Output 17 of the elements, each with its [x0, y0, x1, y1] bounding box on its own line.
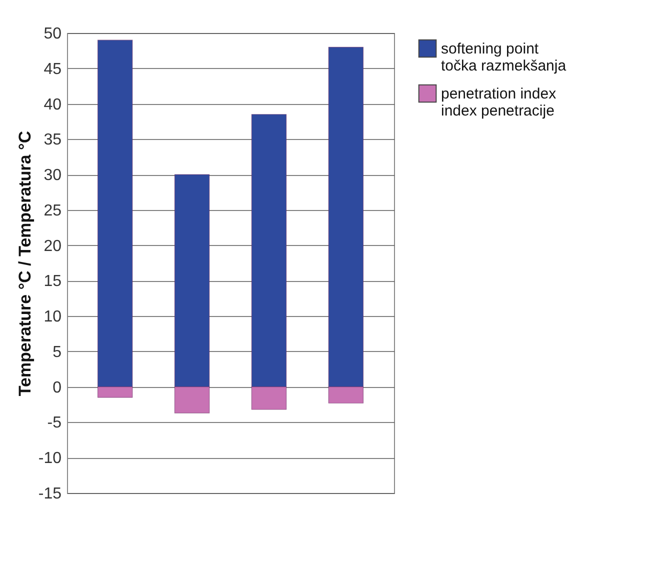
y-tick-label: 40 [44, 96, 62, 114]
y-tick-label: 25 [44, 202, 62, 220]
y-tick-label: -10 [38, 450, 62, 468]
y-tick-label: 50 [44, 26, 62, 42]
y-tick-label: 45 [44, 60, 62, 78]
y-tick-label: 35 [44, 132, 62, 149]
y-tick-label: -5 [47, 414, 62, 432]
y-tick-label: 10 [44, 308, 62, 326]
y-tick-label: 20 [44, 238, 62, 255]
y-tick-label: 0 [52, 379, 62, 396]
y-tick-label: -15 [38, 486, 62, 502]
legend-label: penetration index index penetracije [441, 86, 557, 120]
y-tick-label: 5 [52, 344, 62, 361]
y-axis-title: Temperature °C / Temperatura °C [15, 130, 34, 396]
legend-label: softening point točka razmekšanja [441, 40, 567, 74]
y-tick-label: 30 [44, 167, 62, 184]
y-tick-label: 15 [44, 273, 62, 290]
